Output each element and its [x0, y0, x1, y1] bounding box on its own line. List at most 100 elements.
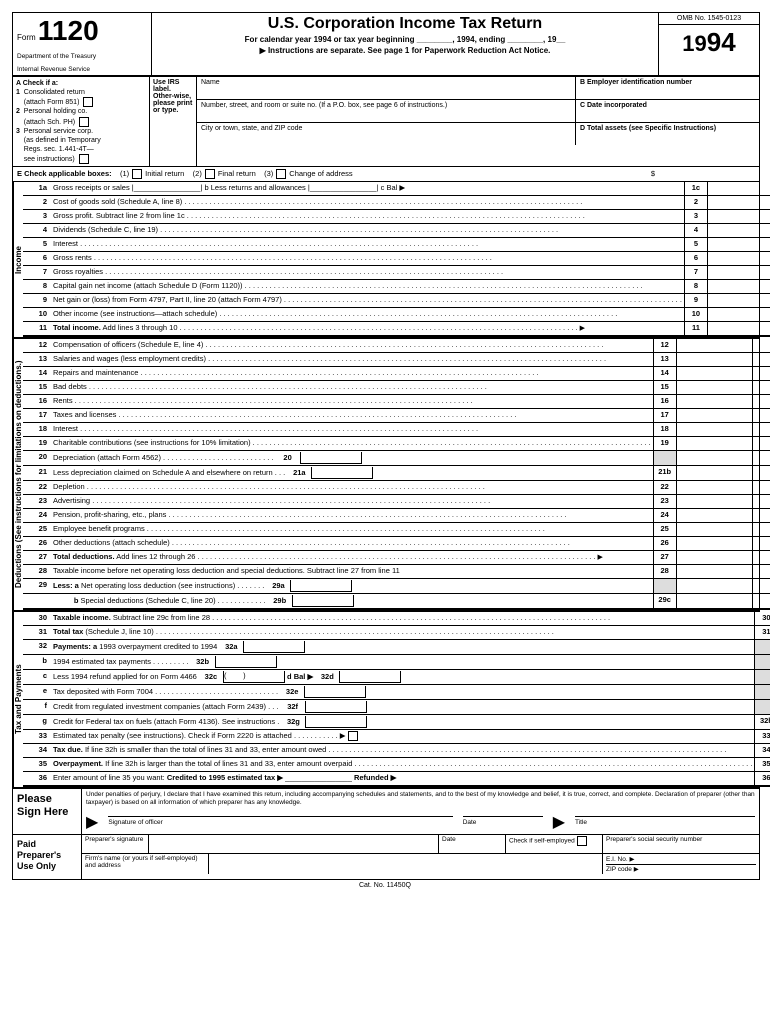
line-25: 25Employee benefit programs25 [23, 523, 770, 537]
line-6: 6Gross rents6 [23, 252, 770, 266]
checkbox-initial[interactable] [132, 169, 142, 179]
line-29: 29Less: a Net operating loss deduction (… [23, 579, 770, 594]
firm-field[interactable] [209, 854, 603, 874]
amount-1c[interactable] [708, 182, 770, 195]
line-27: 27Total deductions. Add lines 12 through… [23, 551, 770, 565]
check-1: 1 Consolidated return (attach Form 851) [16, 88, 146, 107]
line-9: 9Net gain or (loss) from Form 4797, Part… [23, 294, 770, 308]
line-1c: 1aGross receipts or sales |_____________… [23, 182, 770, 196]
total-assets-field[interactable]: D Total assets (see Specific Instruction… [576, 123, 759, 145]
line-23: 23Advertising23 [23, 495, 770, 509]
perjury-text: Under penalties of perjury, I declare th… [86, 791, 755, 807]
checkbox-final[interactable] [205, 169, 215, 179]
amount-23[interactable] [677, 495, 753, 508]
line-36: 36Enter amount of line 35 you want: Cred… [23, 772, 770, 787]
use-irs-label: Use IRS label. Other-wise, please print … [150, 77, 197, 166]
amount-3[interactable] [708, 210, 770, 223]
line-21b: 21Less depreciation claimed on Schedule … [23, 466, 770, 481]
amount-24[interactable] [677, 509, 753, 522]
line-3: 3Gross profit. Subtract line 2 from line… [23, 210, 770, 224]
amount-16[interactable] [677, 395, 753, 408]
line-28: 28Taxable income before net operating lo… [23, 565, 770, 579]
omb-number: OMB No. 1545-0123 [659, 13, 759, 25]
checkbox-phc[interactable] [79, 117, 89, 127]
deductions-label: Deductions (See instructions for limitat… [13, 339, 23, 610]
header-center: U.S. Corporation Income Tax Return For c… [152, 13, 658, 75]
amount-19[interactable] [677, 437, 753, 450]
amount-20[interactable] [677, 451, 753, 465]
tax-section: Tax and Payments 30Taxable income. Subtr… [13, 610, 759, 787]
amount-2[interactable] [708, 196, 770, 209]
amount-22[interactable] [677, 481, 753, 494]
line-11: 11Total income. Add lines 3 through 1011 [23, 322, 770, 337]
line-24: 24Pension, profit-sharing, etc., plans24 [23, 509, 770, 523]
deductions-section: Deductions (See instructions for limitat… [13, 337, 759, 610]
amount-12[interactable] [677, 339, 753, 352]
self-employed-check: Check if self-employed [506, 835, 603, 853]
catalog-number: Cat. No. 11450Q [12, 880, 758, 891]
line-13: 13Salaries and wages (less employment cr… [23, 353, 770, 367]
line-4: 4Dividends (Schedule C, line 19)4 [23, 224, 770, 238]
check-3: 3 Personal service corp. (as defined in … [16, 127, 146, 164]
amount-5[interactable] [708, 238, 770, 251]
amount-8[interactable] [708, 280, 770, 293]
line-e: eTax deposited with Form 7004 . . . . . … [23, 685, 770, 700]
form-label: Form [17, 33, 36, 42]
amount-29c[interactable] [677, 594, 753, 608]
line-2: 2Cost of goods sold (Schedule A, line 8)… [23, 196, 770, 210]
tax-year: 1994 [659, 25, 759, 60]
line-5: 5Interest5 [23, 238, 770, 252]
ein-field[interactable]: B Employer identification number [576, 77, 759, 99]
address-field[interactable]: Number, street, and room or suite no. (I… [197, 100, 576, 122]
name-field[interactable]: Name [197, 77, 576, 99]
sign-content: Under penalties of perjury, I declare th… [82, 789, 759, 835]
line-33: 33Estimated tax penalty (see instruction… [23, 730, 770, 744]
form-title: U.S. Corporation Income Tax Return [156, 15, 654, 33]
amount-15[interactable] [677, 381, 753, 394]
checkbox-psc[interactable] [79, 154, 89, 164]
line-18: 18Interest18 [23, 423, 770, 437]
form-subtitle-2: ▶ Instructions are separate. See page 1 … [156, 46, 654, 55]
checkbox-address[interactable] [276, 169, 286, 179]
preparer-label: Paid Preparer's Use Only [13, 835, 82, 879]
amount-27[interactable] [677, 551, 753, 564]
form-subtitle-1: For calendar year 1994 or tax year begin… [156, 35, 654, 44]
amount-18[interactable] [677, 423, 753, 436]
line-32h: gCredit for Federal tax on fuels (attach… [23, 715, 770, 730]
amount-28[interactable] [677, 565, 753, 578]
line-17: 17Taxes and licenses17 [23, 409, 770, 423]
amount-14[interactable] [677, 367, 753, 380]
line-15: 15Bad debts15 [23, 381, 770, 395]
amount-9[interactable] [708, 294, 770, 307]
sign-here-label: Please Sign Here [13, 789, 82, 835]
amount-13[interactable] [677, 353, 753, 366]
income-label: Income [13, 182, 23, 337]
amount-21b[interactable] [677, 466, 753, 480]
preparer-sig-field[interactable] [149, 835, 439, 853]
line-f: fCredit from regulated investment compan… [23, 700, 770, 715]
amount-10[interactable] [708, 308, 770, 321]
amount-7[interactable] [708, 266, 770, 279]
line-29c: b Special deductions (Schedule C, line 2… [23, 594, 770, 610]
amount-6[interactable] [708, 252, 770, 265]
date-inc-field[interactable]: C Date incorporated [576, 100, 759, 122]
amount-11[interactable] [708, 322, 770, 335]
line-22: 22Depletion22 [23, 481, 770, 495]
city-field[interactable]: City or town, state, and ZIP code [197, 123, 576, 145]
amount-26[interactable] [677, 537, 753, 550]
check-boxes-a: A Check if a: 1 Consolidated return (att… [13, 77, 150, 166]
checkbox-consolidated[interactable] [83, 97, 93, 107]
line-30: 30Taxable income. Subtract line 29c from… [23, 612, 770, 626]
amount-17[interactable] [677, 409, 753, 422]
line-10: 10Other income (see instructions—attach … [23, 308, 770, 322]
line-31: 31Total tax (Schedule J, line 10)31 [23, 626, 770, 640]
amount-4[interactable] [708, 224, 770, 237]
sign-section: Please Sign Here Under penalties of perj… [13, 787, 759, 880]
line-32: 32Payments: a 1993 overpayment credited … [23, 640, 770, 655]
line-12: 12Compensation of officers (Schedule E, … [23, 339, 770, 353]
line-26: 26Other deductions (attach schedule)26 [23, 537, 770, 551]
form-header: Form 1120 Department of the Treasury Int… [13, 13, 759, 77]
amount-29[interactable] [677, 579, 753, 593]
amount-25[interactable] [677, 523, 753, 536]
line-7: 7Gross royalties7 [23, 266, 770, 280]
